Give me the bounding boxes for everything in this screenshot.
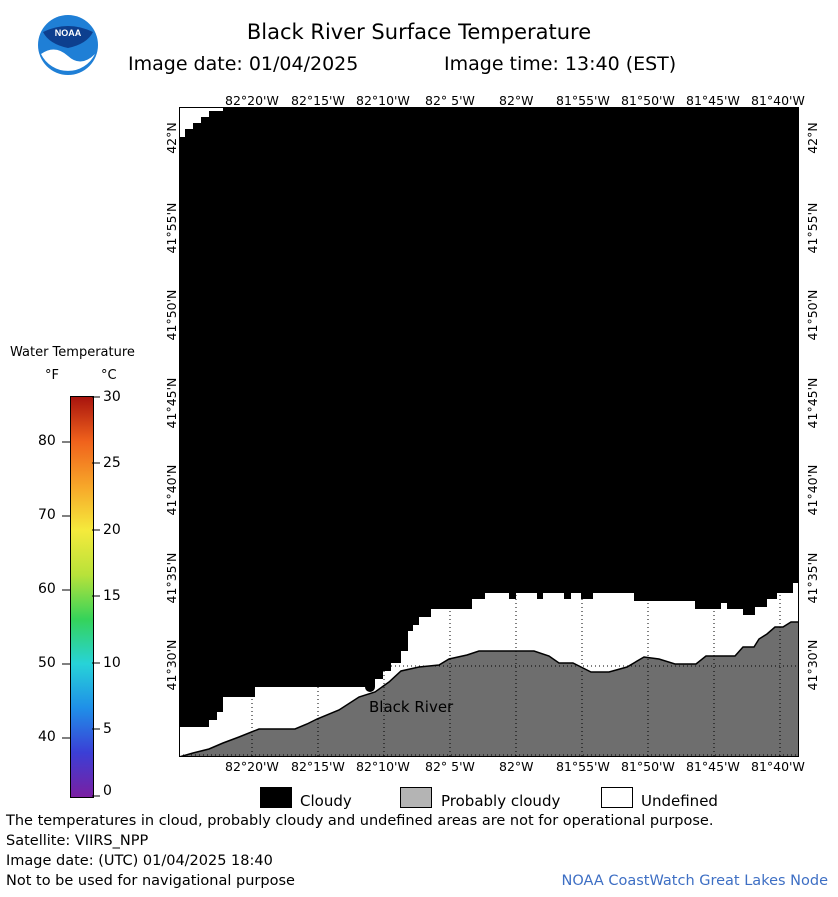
lat-tick-right: 41°55'N xyxy=(805,202,820,254)
footer-utc-date: Image date: (UTC) 01/04/2025 18:40 xyxy=(6,853,273,869)
f-tick: 40 xyxy=(38,729,56,745)
lat-tick-left: 42°N xyxy=(164,122,179,154)
lon-tick-top: 82°10'W xyxy=(356,93,410,108)
lon-tick-top: 82° 5'W xyxy=(425,93,475,108)
f-tick: 80 xyxy=(38,433,56,449)
unit-fahrenheit: °F xyxy=(45,368,59,383)
lat-tick-right: 41°50'N xyxy=(805,289,820,341)
lat-tick-left: 41°45'N xyxy=(164,377,179,429)
footer-navigation-warning: Not to be used for navigational purpose xyxy=(6,873,295,889)
unit-celsius: °C xyxy=(101,368,117,383)
lon-tick-bottom: 81°40'W xyxy=(751,759,805,774)
lat-tick-right: 42°N xyxy=(805,122,820,154)
c-tick: 20 xyxy=(103,522,121,538)
c-tick: 5 xyxy=(103,721,112,737)
f-tick: 60 xyxy=(38,581,56,597)
noaa-logo: NOAA xyxy=(38,15,98,75)
footer-satellite: Satellite: VIIRS_NPP xyxy=(6,833,149,849)
legend-swatch-undefined xyxy=(601,787,633,808)
lat-tick-left: 41°55'N xyxy=(164,202,179,254)
coastline xyxy=(179,621,799,757)
page-title: Black River Surface Temperature xyxy=(0,20,838,44)
lon-tick-bottom: 81°55'W xyxy=(556,759,610,774)
legend-swatch-probably-cloudy xyxy=(400,787,432,808)
f-tick: 70 xyxy=(38,507,56,523)
f-tick: 50 xyxy=(38,655,56,671)
lon-tick-top: 82°W xyxy=(499,93,534,108)
lat-tick-left: 41°40'N xyxy=(164,464,179,516)
place-label: Black River xyxy=(369,698,454,716)
lat-tick-left: 41°30'N xyxy=(164,639,179,691)
lat-tick-left: 41°35'N xyxy=(164,552,179,604)
lon-tick-top: 81°45'W xyxy=(686,93,740,108)
lon-tick-bottom: 82°W xyxy=(499,759,534,774)
footer-credit: NOAA CoastWatch Great Lakes Node xyxy=(561,873,828,889)
lat-tick-left: 41°50'N xyxy=(164,289,179,341)
colorbar-gradient xyxy=(70,396,94,798)
lon-tick-bottom: 81°45'W xyxy=(686,759,740,774)
colorbar-title: Water Temperature xyxy=(10,345,135,360)
c-tick: 25 xyxy=(103,455,121,471)
title-text: Black River Surface Temperature xyxy=(246,20,592,44)
cloudy-area xyxy=(179,107,799,727)
lat-tick-right: 41°30'N xyxy=(805,639,820,691)
c-tick: 30 xyxy=(103,389,121,405)
lat-tick-right: 41°35'N xyxy=(805,552,820,604)
c-tick: 15 xyxy=(103,588,121,604)
lon-tick-top: 81°50'W xyxy=(621,93,675,108)
lon-tick-bottom: 82° 5'W xyxy=(425,759,475,774)
legend-label-undefined: Undefined xyxy=(641,792,718,810)
footer-disclaimer: The temperatures in cloud, probably clou… xyxy=(6,813,714,829)
legend-label-cloudy: Cloudy xyxy=(300,792,352,810)
c-tick: 10 xyxy=(103,655,121,671)
lat-tick-right: 41°40'N xyxy=(805,464,820,516)
black-river-marker xyxy=(365,682,375,692)
lat-tick-right: 41°45'N xyxy=(805,377,820,429)
lon-tick-bottom: 81°50'W xyxy=(621,759,675,774)
lon-tick-top: 81°55'W xyxy=(556,93,610,108)
map-frame xyxy=(179,107,799,757)
colorbar-tickmarks xyxy=(62,396,100,797)
lon-tick-top: 82°20'W xyxy=(225,93,279,108)
lon-tick-bottom: 82°15'W xyxy=(291,759,345,774)
lon-tick-bottom: 82°20'W xyxy=(225,759,279,774)
temperature-map xyxy=(179,107,799,757)
image-date: Image date: 01/04/2025 xyxy=(128,53,359,75)
image-time: Image time: 13:40 (EST) xyxy=(444,53,677,75)
lon-tick-top: 82°15'W xyxy=(291,93,345,108)
lon-tick-top: 81°40'W xyxy=(751,93,805,108)
c-tick: 0 xyxy=(103,783,112,799)
lon-tick-bottom: 82°10'W xyxy=(356,759,410,774)
legend-label-probably-cloudy: Probably cloudy xyxy=(441,792,561,810)
legend-swatch-cloudy xyxy=(260,787,292,808)
graticule xyxy=(179,595,799,757)
logo-text: NOAA xyxy=(55,28,82,38)
probably-cloudy-area xyxy=(179,622,799,757)
